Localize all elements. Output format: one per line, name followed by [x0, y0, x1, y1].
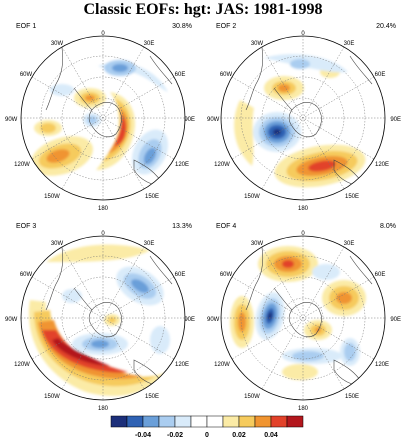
colorbar-box: [110, 415, 128, 428]
panel-eof-1-shading: [21, 36, 185, 200]
colorbar-box: [190, 415, 208, 428]
panel-eof-1-lon-120e: 120E: [175, 162, 189, 168]
colorbar-box: [126, 415, 144, 428]
panel-eof-3-lon-150w: 150W: [44, 394, 60, 400]
panel-eof-1-lon-180: 180: [98, 206, 109, 212]
panel-eof-2-lon-30e: 30E: [344, 41, 355, 47]
colorbar-box: [238, 415, 256, 428]
panel-eof-4-lon-0: 0: [301, 231, 305, 237]
colorbar-tick-neg-002: -0.02: [167, 432, 183, 439]
panel-eof-1-percent: 30.8%: [172, 23, 192, 30]
panel-eof-4-map-frame: [220, 235, 386, 401]
panel-eof-4-shading: [221, 236, 385, 400]
panel-eof-2-label: EOF 2: [216, 23, 236, 30]
panel-eof-1-lon-30e: 30E: [144, 41, 155, 47]
panel-eof-2-percent: 20.4%: [376, 23, 396, 30]
panel-eof-3-lon-150e: 150E: [145, 394, 159, 400]
panel-eof-4-percent: 8.0%: [380, 223, 396, 230]
panel-eof-1-lon-0: 0: [101, 31, 105, 37]
panel-eof-3-lon-60e: 60E: [175, 272, 186, 278]
colorbar-box: [270, 415, 288, 428]
panel-eof-4-lon-60e: 60E: [375, 272, 386, 278]
panel-eof-3-percent: 13.3%: [172, 223, 192, 230]
panel-eof-2-map-frame: [220, 35, 386, 201]
panel-eof-2-lon-150e: 150E: [345, 194, 359, 200]
panel-eof-1: EOF 1 30.8%: [5, 23, 195, 212]
panel-eof-2-shading: [221, 36, 385, 200]
colorbar-box: [286, 415, 304, 428]
panel-eof-4-lon-120w: 120W: [214, 362, 230, 368]
figure-title: Classic EOFs: hgt: JAS: 1981-1998: [83, 1, 323, 18]
panel-eof-2-lon-60e: 60E: [375, 72, 386, 78]
colorbar-box: [222, 415, 240, 428]
panel-eof-4-lon-120e: 120E: [375, 362, 389, 368]
panel-eof-3-map-frame: [20, 235, 186, 401]
panel-eof-4-lon-90e: 90E: [390, 317, 401, 323]
panel-eof-4-lon-150e: 150E: [345, 394, 359, 400]
panel-eof-4-lon-30e: 30E: [344, 241, 355, 247]
panel-eof-2-lon-60w: 60W: [220, 72, 233, 78]
colorbar: -0.04 -0.02 0 0.02 0.04: [110, 415, 304, 439]
panel-eof-3-lon-0: 0: [101, 231, 105, 237]
panel-eof-3: EOF 3 13.3%: [5, 223, 195, 412]
panel-eof-1-lon-150w: 150W: [44, 194, 60, 200]
panel-eof-2-lon-180: 180: [298, 206, 309, 212]
colorbar-box: [254, 415, 272, 428]
panel-eof-2-lon-0: 0: [301, 31, 305, 37]
panel-eof-1-lon-90w: 90W: [5, 117, 18, 123]
panel-eof-4-lon-150w: 150W: [244, 394, 260, 400]
panel-eof-3-lon-30e: 30E: [144, 241, 155, 247]
panel-eof-1-lon-30w: 30W: [51, 41, 64, 47]
panel-eof-4: EOF 4 8.0%: [207, 223, 401, 412]
panel-eof-3-lon-30w: 30W: [51, 241, 64, 247]
panel-eof-4-lon-180: 180: [298, 406, 309, 412]
panel-eof-3-label: EOF 3: [16, 223, 36, 230]
panel-eof-4-label: EOF 4: [216, 223, 236, 230]
colorbar-box: [174, 415, 192, 428]
colorbar-box: [142, 415, 160, 428]
panel-eof-2-lon-120w: 120W: [214, 162, 230, 168]
panel-eof-4-lon-60w: 60W: [220, 272, 233, 278]
panel-eof-4-lon-30w: 30W: [251, 241, 264, 247]
panel-eof-3-shading: [21, 236, 185, 400]
panel-eof-1-map-frame: [20, 35, 186, 201]
colorbar-box: [158, 415, 176, 428]
panel-eof-1-lon-60w: 60W: [20, 72, 33, 78]
panel-eof-1-lon-60e: 60E: [175, 72, 186, 78]
panel-eof-2-lon-30w: 30W: [251, 41, 264, 47]
panel-eof-3-lon-120w: 120W: [14, 362, 30, 368]
panel-eof-2-coastlines: [245, 47, 373, 187]
panel-eof-3-lon-120e: 120E: [175, 362, 189, 368]
colorbar-tick-004: 0.04: [264, 432, 278, 439]
panel-eof-3-lon-90e: 90E: [184, 317, 195, 323]
panel-eof-2-lon-90w: 90W: [207, 117, 220, 123]
colorbar-box: [206, 415, 224, 428]
panel-eof-1-label: EOF 1: [16, 23, 36, 30]
panel-eof-2-lon-120e: 120E: [375, 162, 389, 168]
colorbar-boxes: [110, 415, 304, 428]
panel-eof-3-lon-180: 180: [98, 406, 109, 412]
colorbar-tick-zero: 0: [205, 432, 209, 439]
panel-eof-2: EOF 2 20.4%: [207, 23, 401, 212]
panel-eof-1-lon-90e: 90E: [184, 117, 195, 123]
panel-eof-1-lon-150e: 150E: [145, 194, 159, 200]
panel-eof-2-lon-90e: 90E: [390, 117, 401, 123]
panel-eof-3-lon-60w: 60W: [20, 272, 33, 278]
colorbar-tick-neg-004: -0.04: [135, 432, 151, 439]
panel-eof-1-lon-120w: 120W: [14, 162, 30, 168]
panel-eof-2-lon-150w: 150W: [244, 194, 260, 200]
panel-eof-3-lon-90w: 90W: [5, 317, 18, 323]
panel-eof-4-lon-90w: 90W: [207, 317, 220, 323]
colorbar-tick-002: 0.02: [232, 432, 246, 439]
